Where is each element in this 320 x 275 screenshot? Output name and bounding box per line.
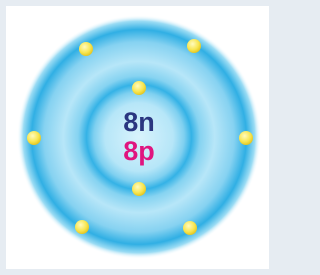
electron — [239, 131, 253, 145]
electron — [187, 39, 201, 53]
electron — [75, 220, 89, 234]
neutron-label: 8n — [123, 107, 155, 137]
page: 8n 8p (() => { const data = JSON.parse(d… — [0, 0, 275, 275]
electron — [132, 182, 146, 196]
proton-label: 8p — [123, 136, 155, 166]
electron — [183, 221, 197, 235]
electron — [132, 81, 146, 95]
atom-diagram: 8n 8p — [0, 0, 275, 275]
electron — [79, 42, 93, 56]
electron — [27, 131, 41, 145]
